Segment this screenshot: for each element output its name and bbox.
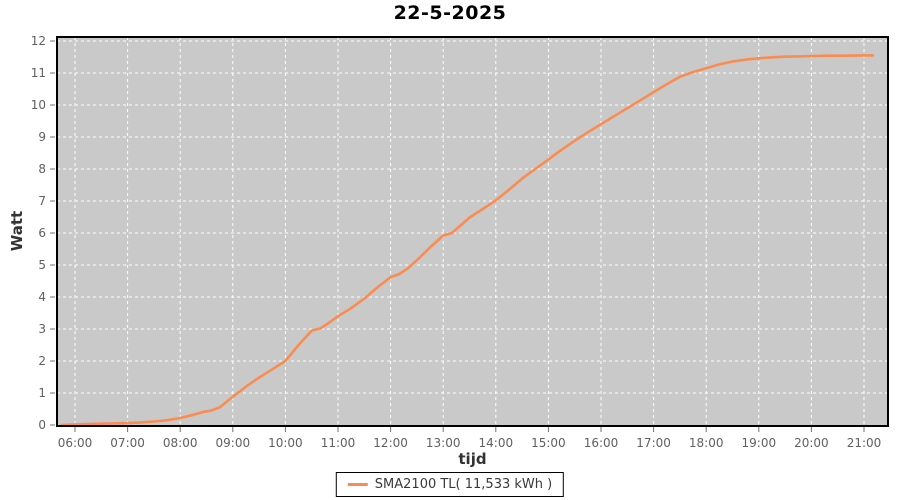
x-tick-label: 14:00 bbox=[479, 436, 514, 450]
y-tick-label: 10 bbox=[31, 98, 46, 112]
plot-border bbox=[56, 36, 889, 427]
x-axis-title: tijd bbox=[458, 450, 487, 468]
y-tick-label: 5 bbox=[38, 258, 46, 272]
y-tick-label: 3 bbox=[38, 322, 46, 336]
x-tick-label: 21:00 bbox=[847, 436, 882, 450]
x-tick-label: 20:00 bbox=[794, 436, 829, 450]
x-tick-label: 13:00 bbox=[426, 436, 461, 450]
grid-lines bbox=[57, 37, 888, 426]
y-tick-label: 8 bbox=[38, 162, 46, 176]
x-tick-label: 07:00 bbox=[110, 436, 145, 450]
x-tick-label: 19:00 bbox=[742, 436, 777, 450]
x-tick-label: 15:00 bbox=[531, 436, 566, 450]
legend-box: SMA2100 TL( 11,533 kWh ) bbox=[335, 472, 565, 497]
plot-frame bbox=[56, 36, 889, 427]
x-tick-label: 08:00 bbox=[163, 436, 198, 450]
plot-background bbox=[57, 37, 888, 426]
plot-area bbox=[57, 37, 888, 426]
y-tick-label: 1 bbox=[38, 386, 46, 400]
x-tick-label: 17:00 bbox=[636, 436, 671, 450]
x-tick-label: 06:00 bbox=[58, 436, 93, 450]
y-tick-label: 7 bbox=[38, 194, 46, 208]
y-tick-label: 2 bbox=[38, 354, 46, 368]
x-tick-label: 12:00 bbox=[373, 436, 408, 450]
y-axis-title: Watt bbox=[8, 210, 26, 252]
x-tick-label: 09:00 bbox=[216, 436, 251, 450]
y-tick-label: 6 bbox=[38, 226, 46, 240]
legend-line-swatch bbox=[347, 483, 368, 486]
x-tick-label: 16:00 bbox=[584, 436, 619, 450]
y-tick-label: 12 bbox=[31, 34, 46, 48]
y-tick-label: 4 bbox=[38, 290, 46, 304]
x-tick-label: 10:00 bbox=[268, 436, 303, 450]
data-series bbox=[60, 54, 875, 427]
y-tick-label: 9 bbox=[38, 130, 46, 144]
x-tick-label: 11:00 bbox=[321, 436, 356, 450]
y-tick-label: 11 bbox=[31, 66, 46, 80]
x-tick-label: 18:00 bbox=[689, 436, 724, 450]
chart-title: 22-5-2025 bbox=[393, 2, 507, 24]
legend-series-label: SMA2100 TL( 11,533 kWh ) bbox=[374, 477, 553, 492]
axis-ticks bbox=[50, 40, 865, 432]
series-line-sma2100 bbox=[60, 54, 875, 427]
y-tick-label: 0 bbox=[38, 418, 46, 432]
